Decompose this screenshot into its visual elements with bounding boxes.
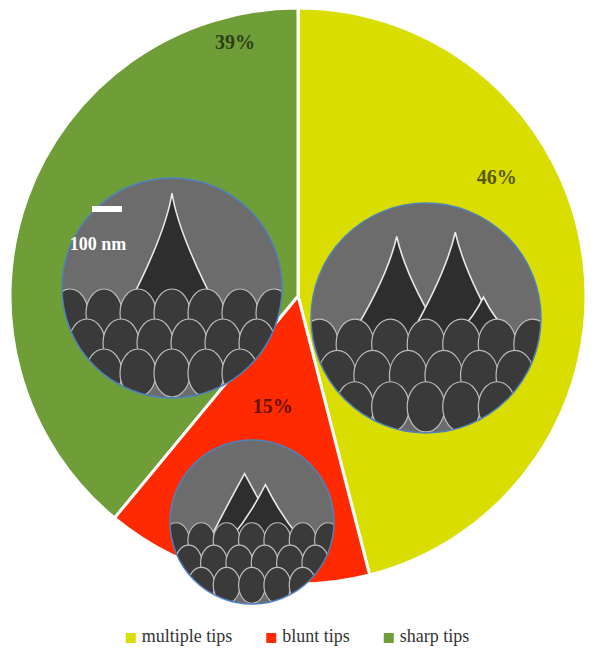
inset-border (62, 178, 282, 398)
inset-grain (86, 349, 122, 397)
inset-grain (52, 349, 88, 397)
inset-grain (478, 382, 516, 432)
inset-grain (289, 567, 316, 603)
inset-grain (443, 382, 481, 432)
scale-bar (92, 206, 122, 212)
data-label: 46% (477, 166, 517, 188)
data-label: 39% (215, 31, 255, 53)
inset-grain (120, 349, 156, 397)
legend-swatch (384, 633, 394, 643)
data-label: 15% (253, 395, 293, 417)
inset-grain (154, 349, 190, 397)
chart-canvas: 100 nm 46% 15% 39% multiple tips blunt tips sh… (0, 0, 595, 655)
inset-grain (301, 382, 339, 432)
inset-grain (188, 349, 224, 397)
inset-grain (336, 382, 374, 432)
inset-grain (273, 319, 309, 367)
inset-grain (264, 567, 291, 603)
inset-grain (407, 382, 445, 432)
legend-label: blunt tips (282, 626, 350, 646)
legend-label: sharp tips (400, 626, 470, 646)
sem-inset (163, 440, 355, 604)
inset-grain (222, 349, 258, 397)
inset-grain (514, 382, 552, 432)
inset-border (170, 440, 334, 604)
legend-label: multiple tips (142, 626, 233, 646)
inset-grain (213, 567, 240, 603)
sem-inset (301, 203, 570, 433)
inset-grain (188, 567, 215, 603)
inset-grain (315, 567, 342, 603)
scale-bar-label: 100 nm (70, 234, 127, 254)
inset-ground (170, 440, 334, 604)
inset-ground (62, 178, 282, 398)
inset-border (311, 203, 541, 433)
legend: multiple tips blunt tips sharp tips (126, 626, 470, 646)
legend-swatch (126, 633, 136, 643)
inset-grain (163, 567, 190, 603)
sem-inset (52, 178, 309, 398)
inset-grain (372, 382, 410, 432)
inset-grain (327, 545, 354, 581)
legend-swatch (266, 633, 276, 643)
inset-grain (239, 567, 266, 603)
inset-grain (532, 350, 570, 400)
inset-grain (256, 349, 292, 397)
inset-ground (311, 203, 541, 433)
